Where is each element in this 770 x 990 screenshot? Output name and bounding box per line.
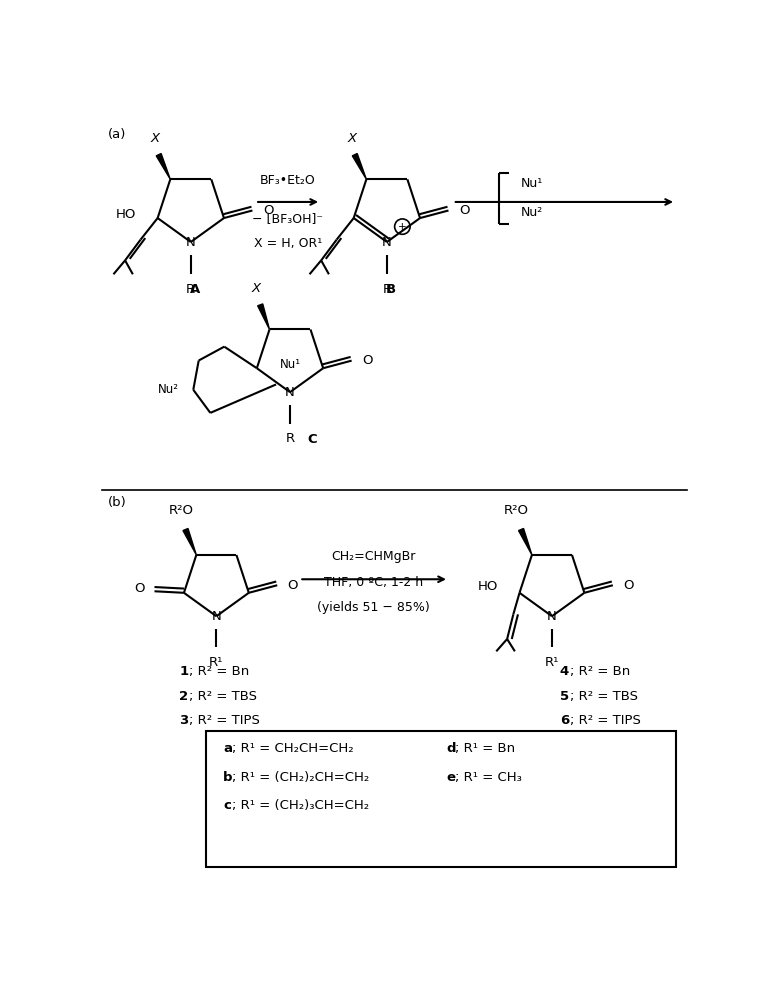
Text: R: R — [383, 283, 391, 296]
Text: R: R — [286, 433, 295, 446]
Text: ; R² = Bn: ; R² = Bn — [189, 665, 249, 678]
Text: O: O — [263, 204, 274, 217]
Text: − [BF₃OH]⁻: − [BF₃OH]⁻ — [252, 213, 323, 226]
Text: Nu²: Nu² — [521, 206, 543, 219]
Text: N: N — [547, 610, 557, 623]
Text: N: N — [212, 610, 221, 623]
Text: Nu²: Nu² — [159, 383, 179, 396]
Text: Nu¹: Nu¹ — [521, 177, 543, 190]
Text: 4: 4 — [560, 665, 569, 678]
Text: a: a — [223, 742, 233, 755]
Text: BF₃•Et₂O: BF₃•Et₂O — [259, 174, 316, 187]
Text: N: N — [285, 386, 295, 399]
Text: X: X — [252, 282, 261, 295]
Polygon shape — [518, 529, 532, 555]
Text: d: d — [447, 742, 456, 755]
Text: ; R² = TIPS: ; R² = TIPS — [189, 715, 260, 728]
Text: X: X — [347, 132, 357, 145]
Text: 6: 6 — [560, 715, 569, 728]
Text: X = H, OR¹: X = H, OR¹ — [253, 237, 322, 250]
Text: O: O — [363, 354, 373, 367]
Text: B: B — [386, 283, 396, 296]
Text: CH₂=CHMgBr: CH₂=CHMgBr — [332, 549, 416, 562]
Text: R²O: R²O — [504, 504, 529, 517]
Text: ; R² = Bn: ; R² = Bn — [570, 665, 630, 678]
FancyBboxPatch shape — [206, 731, 676, 867]
Text: ; R² = TBS: ; R² = TBS — [570, 690, 638, 703]
Text: O: O — [134, 582, 145, 595]
Text: ; R¹ = Bn: ; R¹ = Bn — [455, 742, 515, 755]
Text: HO: HO — [116, 208, 136, 221]
Text: c: c — [223, 799, 231, 812]
Text: b: b — [223, 770, 233, 784]
Polygon shape — [258, 304, 269, 330]
Text: O: O — [287, 579, 298, 592]
Text: (b): (b) — [108, 496, 126, 509]
Text: N: N — [186, 236, 196, 248]
Text: X: X — [151, 132, 160, 145]
Text: R¹: R¹ — [544, 656, 559, 669]
Text: HO: HO — [477, 580, 498, 593]
Text: ; R² = TIPS: ; R² = TIPS — [570, 715, 641, 728]
Text: ; R¹ = CH₂CH=CH₂: ; R¹ = CH₂CH=CH₂ — [232, 742, 353, 755]
Text: N: N — [382, 236, 392, 248]
Text: O: O — [460, 204, 470, 217]
Text: ; R² = TBS: ; R² = TBS — [189, 690, 257, 703]
Text: ; R¹ = CH₃: ; R¹ = CH₃ — [455, 770, 522, 784]
Text: 3: 3 — [179, 715, 189, 728]
Polygon shape — [353, 153, 367, 179]
Text: 2: 2 — [179, 690, 189, 703]
Text: ; R¹ = (CH₂)₃CH=CH₂: ; R¹ = (CH₂)₃CH=CH₂ — [232, 799, 369, 812]
Text: THF, 0 ºC, 1-2 h: THF, 0 ºC, 1-2 h — [324, 576, 424, 589]
Text: ; R¹ = (CH₂)₂CH=CH₂: ; R¹ = (CH₂)₂CH=CH₂ — [232, 770, 369, 784]
Text: 5: 5 — [560, 690, 569, 703]
Text: 1: 1 — [179, 665, 189, 678]
Text: (a): (a) — [108, 128, 126, 141]
Text: O: O — [623, 579, 634, 592]
Text: A: A — [189, 283, 199, 296]
Polygon shape — [183, 529, 196, 555]
Text: (yields 51 − 85%): (yields 51 − 85%) — [317, 601, 430, 614]
Polygon shape — [156, 153, 170, 179]
Text: e: e — [447, 770, 456, 784]
Text: R²O: R²O — [169, 504, 193, 517]
Text: C: C — [307, 434, 316, 446]
Text: R: R — [186, 283, 196, 296]
Text: +: + — [398, 222, 407, 232]
Text: Nu¹: Nu¹ — [280, 357, 301, 371]
Text: R¹: R¹ — [209, 656, 223, 669]
